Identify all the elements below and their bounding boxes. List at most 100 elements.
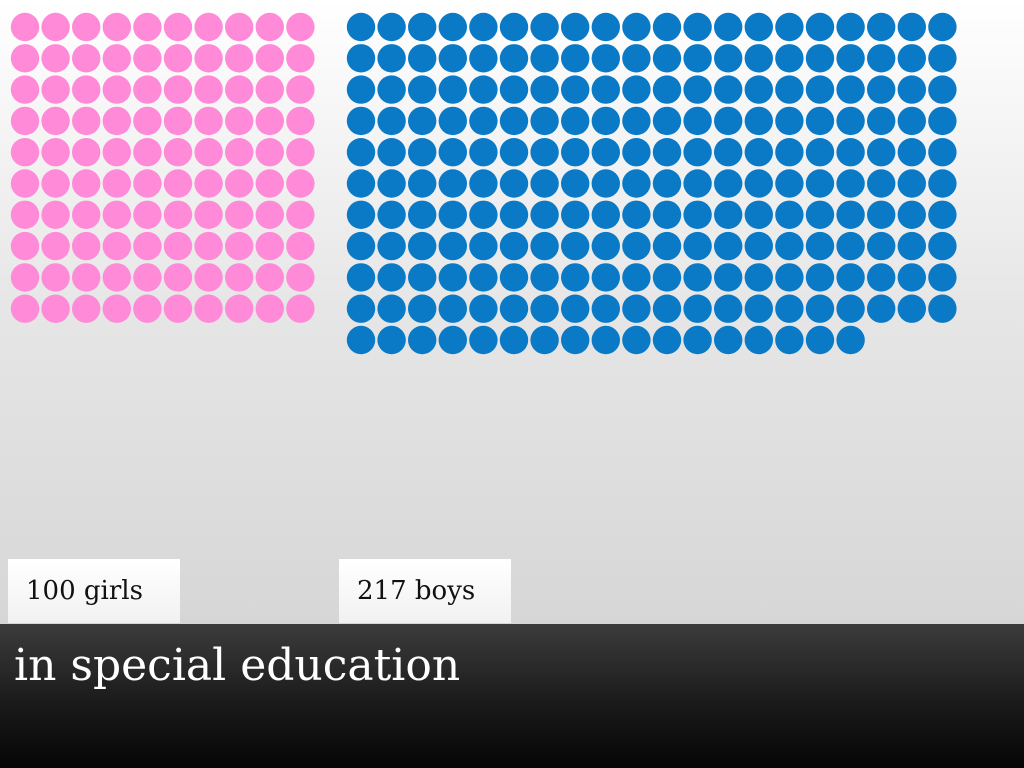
boy-dot	[714, 263, 743, 292]
girl-dot	[286, 44, 315, 73]
boy-dot	[561, 231, 590, 261]
boy-dot	[561, 44, 590, 73]
girls-count-label: 100 girls	[8, 559, 180, 623]
girl-dot	[72, 263, 101, 292]
girl-dot	[286, 200, 315, 229]
boy-dot	[683, 263, 712, 292]
boy-dot	[897, 44, 926, 73]
boy-dot	[683, 12, 712, 42]
boy-dot	[744, 138, 773, 167]
boy-dot	[744, 169, 773, 198]
boy-dot	[408, 138, 437, 167]
girl-dot	[133, 200, 162, 229]
girl-dot	[41, 44, 70, 73]
boy-dot	[530, 44, 559, 73]
girl-dot	[133, 44, 162, 73]
girl-dot	[286, 169, 315, 198]
boy-dot	[683, 75, 712, 104]
boy-dot	[408, 44, 437, 73]
girl-dot	[163, 169, 193, 198]
boy-dot	[836, 106, 865, 136]
girl-dot	[10, 44, 40, 73]
girl-dot	[255, 12, 284, 42]
girl-dot	[163, 138, 193, 167]
girls-dot-group	[10, 12, 315, 323]
boy-dot	[744, 294, 773, 323]
girl-dot	[102, 75, 131, 104]
girl-dot	[286, 138, 315, 167]
girl-dot	[194, 106, 223, 136]
boy-dot	[346, 138, 376, 167]
boy-dot	[591, 169, 620, 198]
boy-dot	[499, 231, 529, 261]
boy-dot	[530, 75, 559, 104]
boy-dot	[744, 231, 773, 261]
boy-dot	[683, 169, 712, 198]
boy-dot	[805, 106, 835, 136]
boy-dot	[346, 12, 376, 42]
girl-dot	[225, 294, 254, 323]
boy-dot	[928, 200, 957, 229]
girl-dot	[286, 263, 315, 292]
boy-dot	[652, 44, 682, 73]
boy-dot	[805, 294, 835, 323]
boy-dot	[591, 138, 620, 167]
boy-dot	[377, 75, 406, 104]
boy-dot	[867, 231, 896, 261]
girl-dot	[163, 75, 193, 104]
girl-dot	[10, 231, 40, 261]
girl-dot	[72, 200, 101, 229]
caption-text: in special education	[14, 640, 461, 691]
boy-dot	[714, 169, 743, 198]
boy-dot	[867, 294, 896, 323]
girl-dot	[41, 231, 70, 261]
girl-dot	[194, 138, 223, 167]
boy-dot	[346, 75, 376, 104]
boy-dot	[928, 12, 957, 42]
boy-dot	[438, 169, 467, 198]
boy-dot	[408, 106, 437, 136]
boy-dot	[714, 75, 743, 104]
girl-dot	[163, 200, 193, 229]
boy-dot	[591, 106, 620, 136]
boy-dot	[499, 294, 529, 323]
boy-dot	[438, 12, 467, 42]
boy-dot	[897, 75, 926, 104]
boy-dot	[867, 75, 896, 104]
girl-dot	[225, 44, 254, 73]
boy-dot	[775, 138, 804, 167]
boy-dot	[775, 75, 804, 104]
boy-dot	[867, 106, 896, 136]
boy-dot	[377, 325, 406, 355]
boy-dot	[591, 200, 620, 229]
girl-dot	[225, 200, 254, 229]
girl-dot	[133, 75, 162, 104]
boy-dot	[499, 106, 529, 136]
girl-dot	[102, 44, 131, 73]
boy-dot	[561, 200, 590, 229]
girl-dot	[255, 138, 284, 167]
boy-dot	[928, 263, 957, 292]
boy-dot	[530, 12, 559, 42]
boy-dot	[897, 106, 926, 136]
girl-dot	[225, 138, 254, 167]
boy-dot	[805, 12, 835, 42]
girl-dot	[72, 106, 101, 136]
girl-dot	[194, 294, 223, 323]
girl-dot	[10, 169, 40, 198]
boy-dot	[408, 169, 437, 198]
girl-dot	[41, 294, 70, 323]
boy-dot	[683, 44, 712, 73]
girl-dot	[10, 75, 40, 104]
boy-dot	[897, 12, 926, 42]
boy-dot	[346, 325, 376, 355]
boy-dot	[714, 294, 743, 323]
boy-dot	[438, 200, 467, 229]
boy-dot	[622, 231, 651, 261]
boy-dot	[897, 169, 926, 198]
boy-dot	[775, 106, 804, 136]
boy-dot	[683, 294, 712, 323]
girl-dot	[194, 231, 223, 261]
boy-dot	[805, 200, 835, 229]
boy-dot	[714, 12, 743, 42]
